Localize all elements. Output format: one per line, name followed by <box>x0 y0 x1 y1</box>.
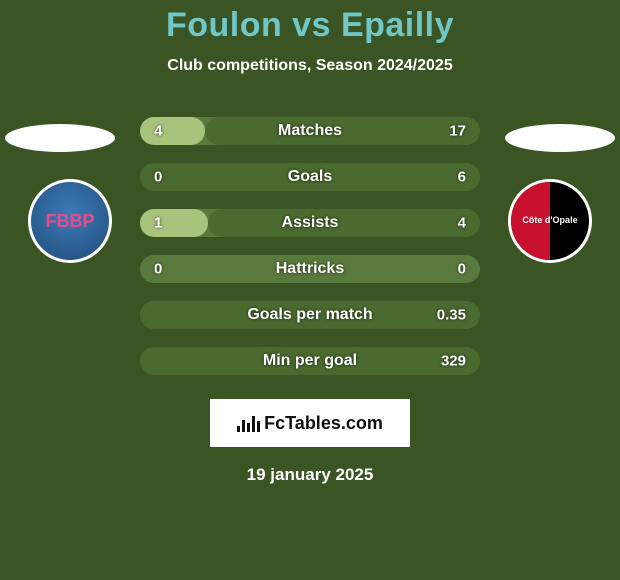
infographic-root: Foulon vs Epailly Club competitions, Sea… <box>0 0 620 580</box>
branding-bars-icon <box>237 414 260 432</box>
stat-row: 1 Assists 4 <box>140 209 480 237</box>
page-title: Foulon vs Epailly <box>166 6 454 45</box>
stat-row: 0 Goals 6 <box>140 163 480 191</box>
club-badge-left-label: FBBP <box>46 211 95 232</box>
stat-row: Goals per match 0.35 <box>140 301 480 329</box>
stat-value-left: 0 <box>154 261 162 278</box>
stat-label: Hattricks <box>276 260 344 278</box>
stats-rows: 4 Matches 17 0 Goals 6 1 Assists 4 0 Hattricks 0 Goa… <box>140 117 480 375</box>
club-badge-right: Côte d'Opale <box>508 179 592 263</box>
stat-value-left: 0 <box>154 169 162 186</box>
club-badge-left: FBBP <box>28 179 112 263</box>
stat-fill-left <box>140 209 208 237</box>
branding-badge: FcTables.com <box>210 399 410 447</box>
stat-label: Goals per match <box>247 306 372 324</box>
stat-value-right: 17 <box>449 123 466 140</box>
ellipse-left <box>5 124 115 152</box>
date-text: 19 january 2025 <box>247 465 374 485</box>
ellipse-right <box>505 124 615 152</box>
stat-fill-right <box>205 117 480 145</box>
stat-value-right: 0 <box>458 261 466 278</box>
stat-label: Min per goal <box>263 352 357 370</box>
stat-label: Matches <box>278 122 342 140</box>
stat-fill-right <box>208 209 480 237</box>
branding-text: FcTables.com <box>264 413 383 434</box>
stat-value-right: 0.35 <box>437 307 466 324</box>
club-badge-right-label: Côte d'Opale <box>522 216 577 226</box>
stat-label: Assists <box>282 214 339 232</box>
stat-value-right: 329 <box>441 353 466 370</box>
stat-row: 4 Matches 17 <box>140 117 480 145</box>
stat-label: Goals <box>288 168 332 186</box>
stat-fill-left <box>140 117 205 145</box>
stat-row: 0 Hattricks 0 <box>140 255 480 283</box>
stat-row: Min per goal 329 <box>140 347 480 375</box>
page-subtitle: Club competitions, Season 2024/2025 <box>167 57 452 75</box>
stat-value-left: 1 <box>154 215 162 232</box>
stat-value-left: 4 <box>154 123 162 140</box>
stat-value-right: 4 <box>458 215 466 232</box>
stat-value-right: 6 <box>458 169 466 186</box>
